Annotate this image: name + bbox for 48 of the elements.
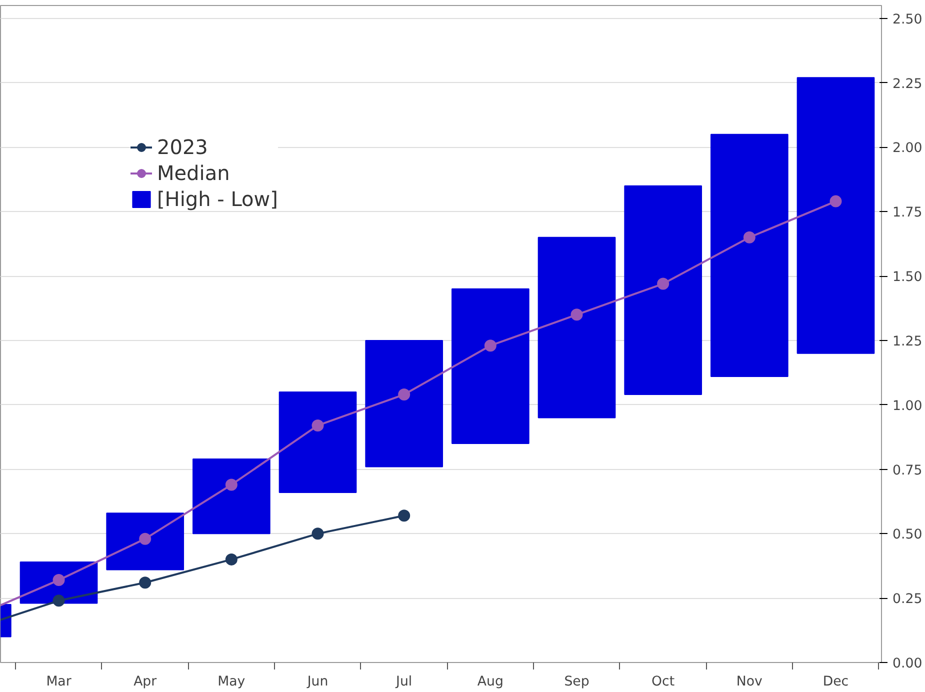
x-tick-label: Nov: [736, 674, 763, 690]
y-tick-label: 2.00: [892, 141, 922, 156]
bar: [796, 77, 875, 354]
bar: [538, 236, 616, 418]
x-tick-label: Aug: [477, 674, 504, 690]
y-tick-label: 0.75: [892, 463, 922, 478]
bar: [624, 185, 702, 396]
y-tick-label: 2.25: [892, 76, 922, 92]
y-tick-label: 0.25: [892, 592, 922, 608]
point: [484, 340, 496, 352]
bar: [452, 288, 530, 444]
bar: [710, 134, 788, 378]
x-tick-label: Apr: [134, 674, 158, 690]
x-tick-label: Jul: [395, 674, 412, 690]
point: [225, 553, 238, 566]
x-tick-label: Sep: [564, 674, 590, 690]
x-tick-label: Jun: [306, 674, 328, 690]
legend-label: 2023: [157, 135, 208, 159]
point: [139, 532, 152, 545]
point: [312, 419, 324, 432]
legend-label: [High - Low]: [157, 187, 278, 211]
bar: [365, 340, 444, 468]
point: [52, 574, 65, 586]
x-tick-label: May: [218, 674, 246, 690]
point: [657, 278, 670, 290]
x-tick-label: Oct: [652, 674, 675, 690]
point: [830, 195, 842, 208]
point: [225, 478, 238, 491]
point: [570, 308, 583, 321]
y-tick-label: 1.75: [892, 206, 922, 221]
y-tick-label: 0.50: [892, 528, 922, 543]
x-tick-label: Dec: [822, 674, 849, 690]
bar: [278, 391, 357, 493]
bar: [192, 458, 270, 534]
y-tick-label: 0.00: [892, 656, 922, 672]
point: [52, 594, 65, 607]
bar: [106, 512, 184, 570]
y-tick-label: 1.25: [892, 334, 922, 350]
point: [398, 510, 410, 522]
y-tick-label: 2.50: [892, 12, 922, 28]
legend-label: Median: [157, 161, 230, 185]
y-tick-label: 1.00: [892, 398, 922, 414]
y-tick-label: 1.50: [892, 270, 922, 286]
x-tick-label: Mar: [46, 674, 72, 690]
point: [139, 576, 152, 589]
point: [398, 388, 410, 401]
point: [312, 528, 324, 540]
point: [743, 231, 756, 244]
